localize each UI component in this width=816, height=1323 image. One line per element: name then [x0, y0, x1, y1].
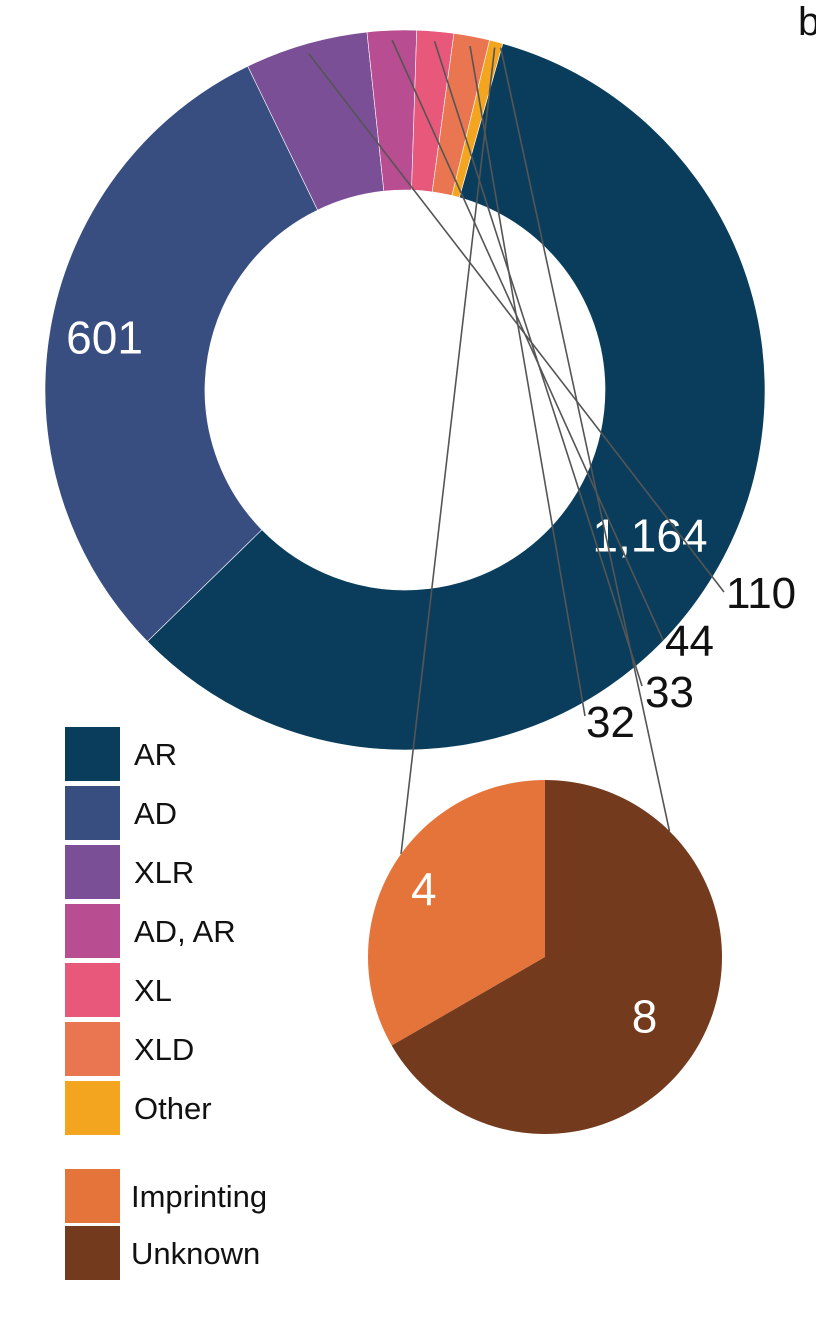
pie-slice-unknown [391, 780, 722, 1134]
legend-swatch-ad [65, 786, 120, 840]
donut-label-ad: 601 [66, 312, 143, 364]
legend-label-ad: AD [134, 796, 177, 831]
connector-left [400, 47, 496, 855]
pie-label-imprinting: 4 [411, 863, 437, 915]
legend-swatch-xl [65, 963, 120, 1017]
panel-letter: b [798, 0, 816, 44]
legend-label-imprinting: Imprinting [131, 1179, 267, 1214]
pie-label-unknown: 8 [632, 991, 658, 1043]
legend-swatch-unknown [65, 1226, 120, 1280]
legend-swatch-xld [65, 1022, 120, 1076]
legend-label-ar: AR [134, 737, 177, 772]
legend-swatch-imprinting [65, 1169, 120, 1223]
legend-label-ad-ar: AD, AR [134, 914, 236, 949]
legend-label-xlr: XLR [134, 855, 194, 890]
donut-slice-other [451, 39, 504, 198]
donut-label-xl: 33 [645, 668, 694, 717]
leader-line-ad-ar [391, 39, 664, 641]
leader-line-xl [433, 41, 643, 687]
legend-label-xld: XLD [134, 1032, 194, 1067]
donut-label-xlr: 110 [726, 569, 796, 618]
connector-right [499, 47, 671, 832]
legend-label-other: Other [134, 1091, 212, 1126]
legend-label-xl: XL [134, 973, 172, 1008]
legend-swatch-ar [65, 727, 120, 781]
donut-label-xld: 32 [586, 698, 635, 747]
leader-line-xld [469, 45, 586, 717]
donut-label-ad-ar: 44 [665, 617, 714, 666]
pie-slice-imprinting [368, 780, 545, 1046]
legend: AR AD XLR AD, AR XL XLD Other Imprinting Unknown [65, 727, 267, 1280]
other-breakdown-pie: 48 [368, 780, 722, 1134]
legend-swatch-ad-ar [65, 904, 120, 958]
donut-slice-ar [146, 43, 766, 751]
donut-slice-ad [44, 65, 319, 642]
leader-line-xlr [307, 53, 725, 593]
legend-label-unknown: Unknown [131, 1236, 260, 1271]
legend-swatch-xlr [65, 845, 120, 899]
zoom-connectors [400, 47, 671, 855]
donut-label-ar: 1,164 [592, 510, 707, 562]
legend-swatch-other [65, 1081, 120, 1135]
